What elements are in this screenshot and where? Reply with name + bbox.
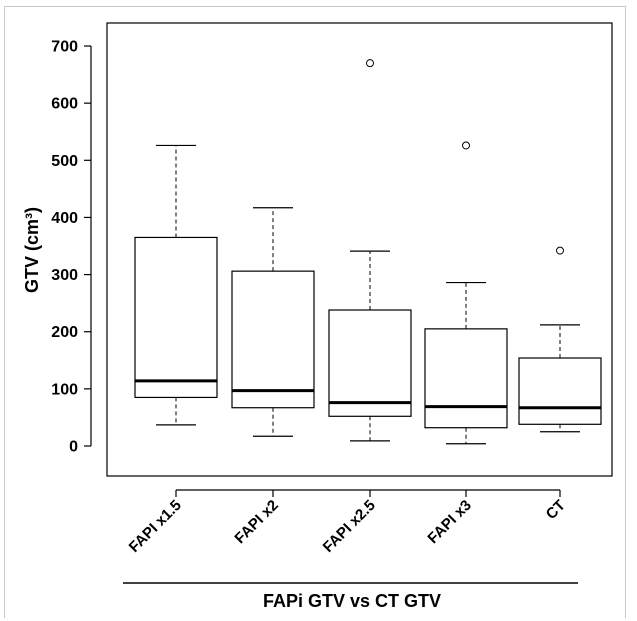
- outlier-point: [556, 246, 564, 255]
- x-axis-title: FAPi GTV vs CT GTV: [263, 591, 441, 611]
- x-tick-label: FAPI x1.5: [126, 497, 185, 556]
- y-axis: 0 100 200 300 400 500 600 700: [51, 39, 92, 456]
- box-group: [518, 246, 602, 433]
- y-tick-label: 400: [51, 210, 78, 227]
- box-group: [231, 207, 315, 437]
- outlier-point: [366, 59, 374, 68]
- y-tick-label: 500: [51, 153, 78, 170]
- x-axis: FAPI x1.5 FAPI x2 FAPI x2.5 FAPI x3 CT: [126, 489, 569, 556]
- y-tick-label: 600: [51, 96, 78, 113]
- y-tick-label: 300: [51, 267, 78, 284]
- y-tick-label: 0: [69, 439, 78, 456]
- y-tick-label: 700: [51, 39, 78, 56]
- iqr-box: [328, 309, 412, 417]
- box-series: [134, 59, 602, 445]
- box-group: [134, 144, 218, 426]
- plot-area-border: [106, 22, 613, 477]
- iqr-box: [424, 328, 508, 429]
- x-tick-label: FAPI x2: [231, 497, 281, 547]
- outlier-point: [462, 141, 470, 150]
- iqr-box: [518, 357, 602, 425]
- y-tick-label: 200: [51, 324, 78, 341]
- x-tick-label: CT: [543, 497, 569, 523]
- box-group: [328, 59, 412, 442]
- iqr-box: [134, 236, 218, 399]
- iqr-box: [231, 270, 315, 409]
- x-tick-label: FAPI x3: [424, 497, 474, 547]
- y-axis-title: GTV (cm³): [22, 207, 42, 293]
- figure-frame: [4, 6, 626, 618]
- x-tick-label: FAPI x2.5: [320, 497, 379, 556]
- box-group: [424, 141, 508, 445]
- y-tick-label: 100: [51, 381, 78, 398]
